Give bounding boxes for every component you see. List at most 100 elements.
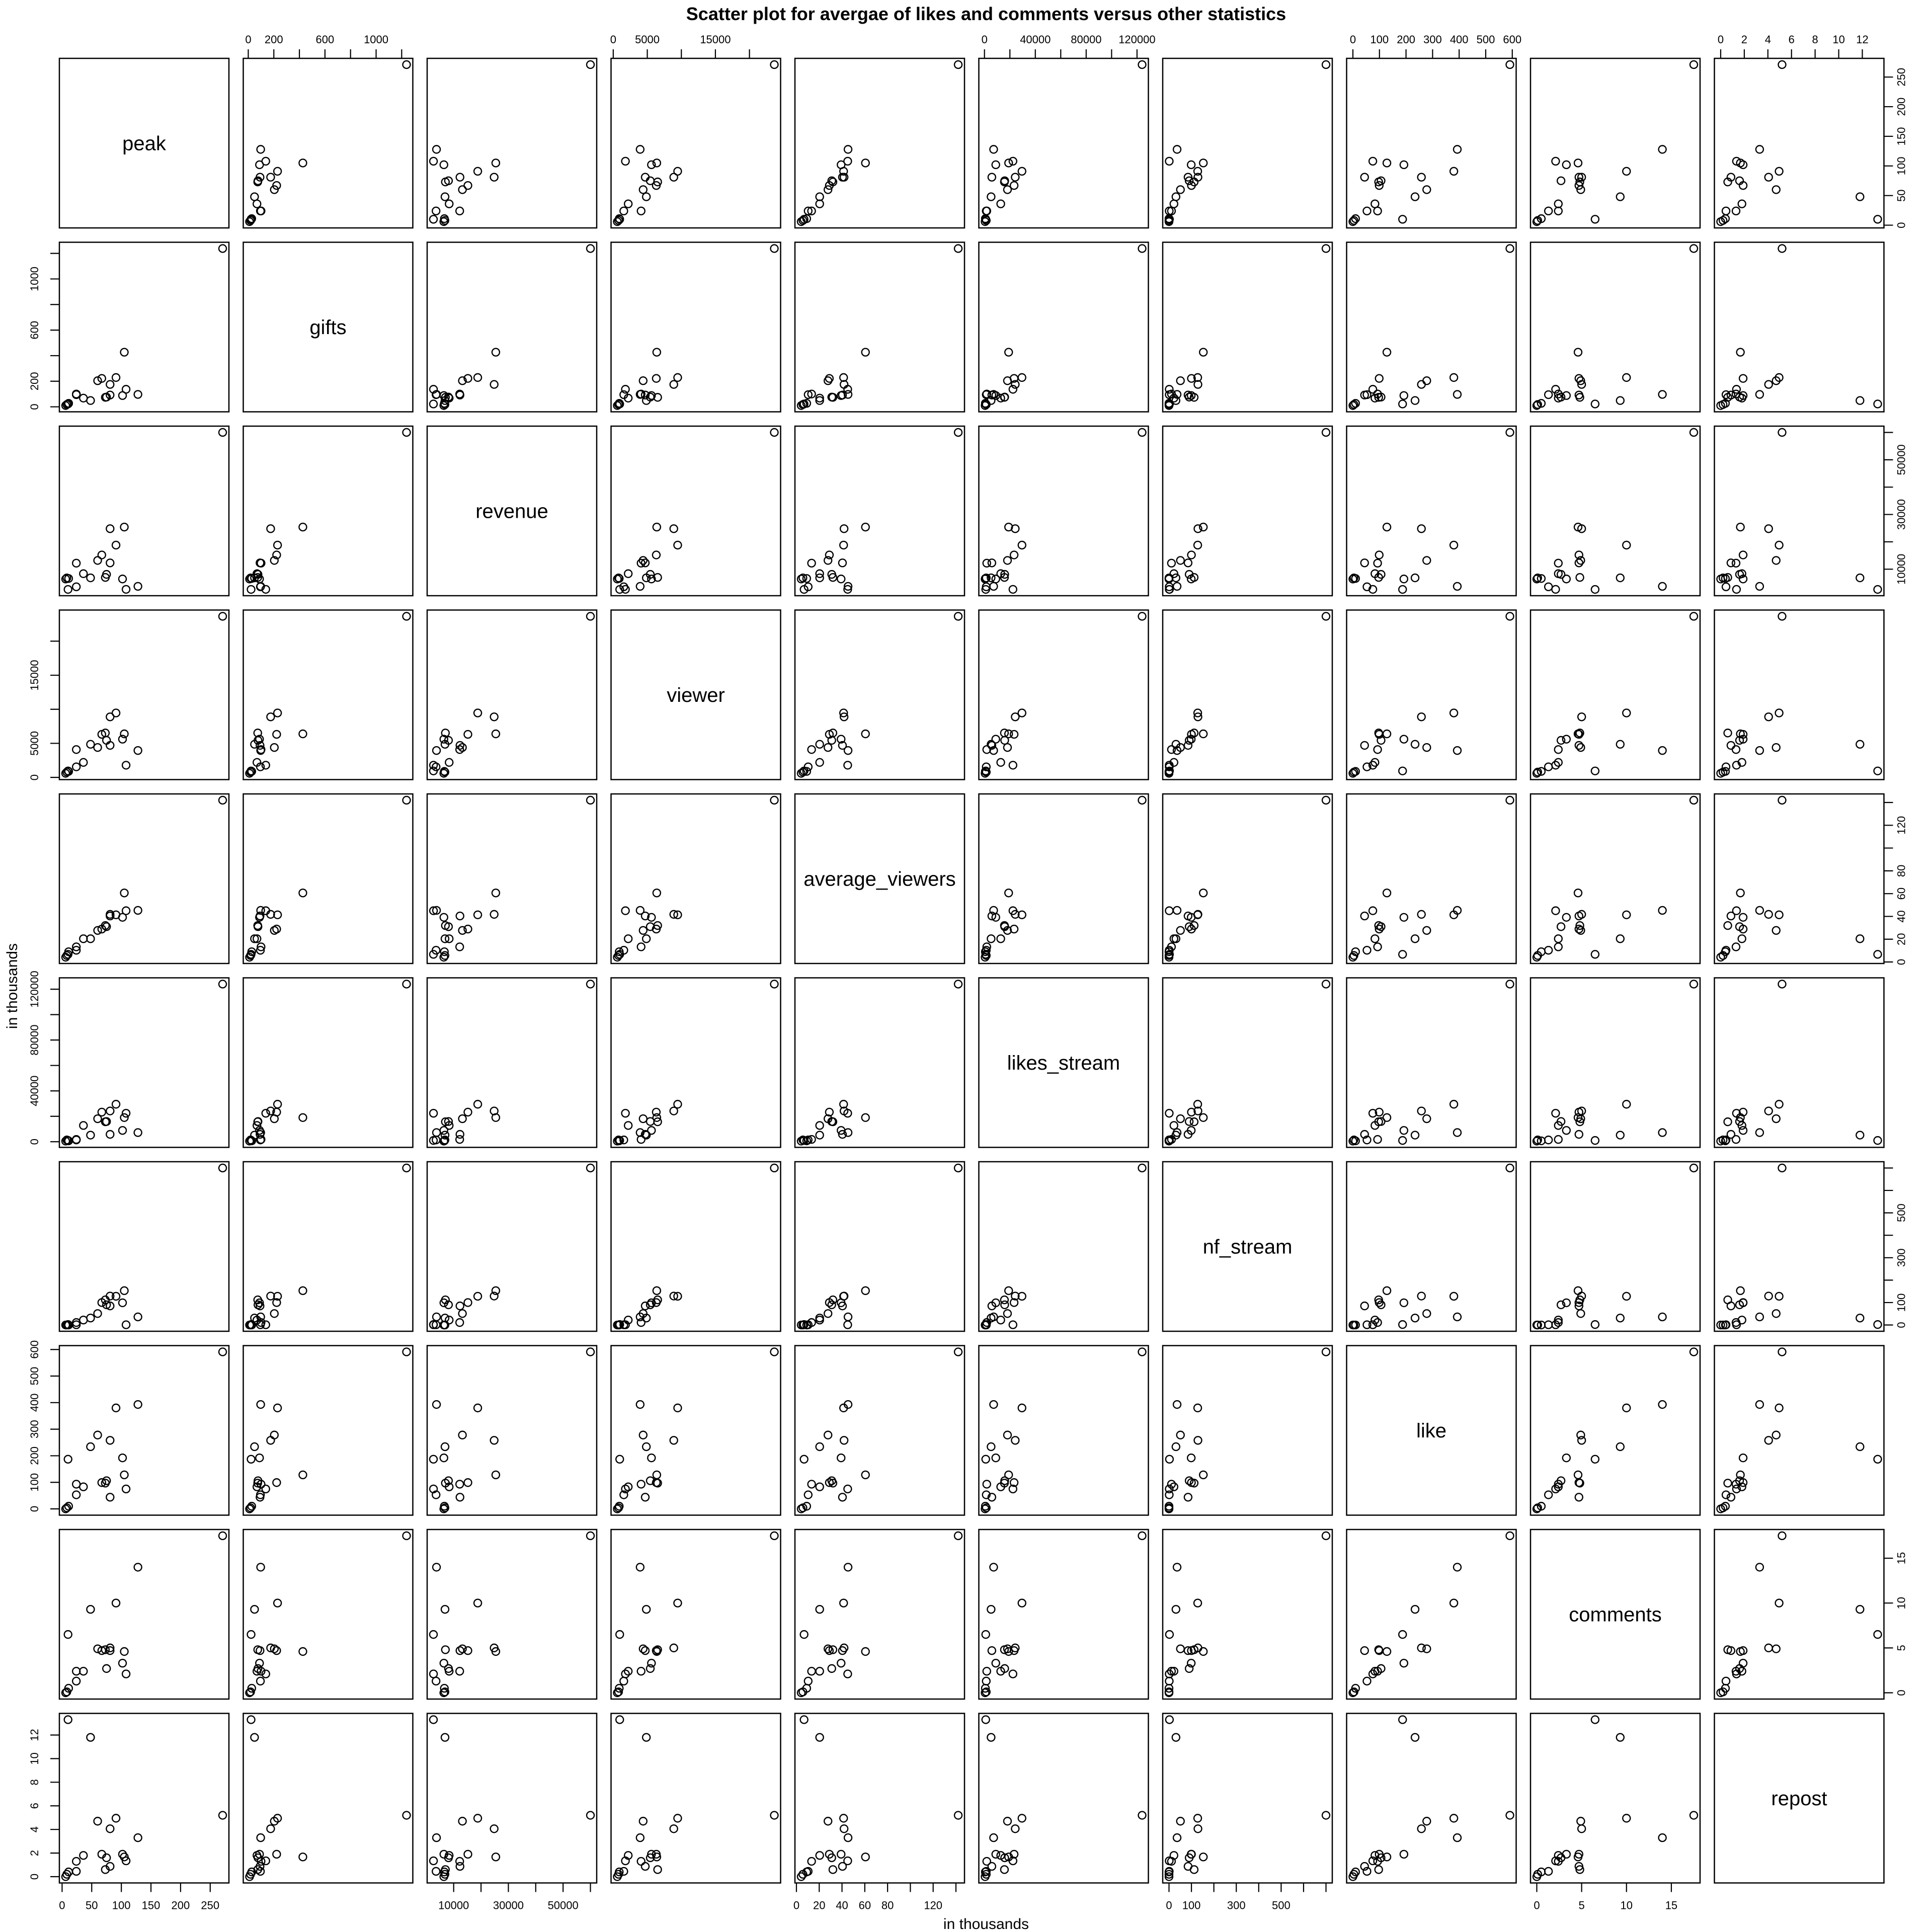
- data-point: [989, 1833, 998, 1842]
- panel-frame: [1346, 977, 1517, 1148]
- data-point: [250, 934, 259, 943]
- data-point: [1772, 1114, 1781, 1123]
- tick-label: 250: [201, 1899, 219, 1912]
- data-point: [996, 758, 1005, 767]
- data-point: [982, 762, 991, 771]
- tick-label: 100: [1182, 1899, 1201, 1912]
- data-point: [86, 1604, 95, 1614]
- data-point: [669, 1292, 678, 1301]
- data-point: [982, 558, 991, 568]
- data-point: [1004, 889, 1013, 898]
- panel-nf_stream-vs-peak: [58, 1161, 230, 1332]
- tick-label: 120: [1895, 816, 1908, 835]
- top-axis-like: 0 100 200 300 400 500 600: [1350, 33, 1521, 58]
- data-point: [1775, 1598, 1784, 1607]
- data-point: [1453, 1833, 1462, 1842]
- panel-frame: [1530, 609, 1701, 780]
- data-point: [1172, 1400, 1182, 1409]
- data-point: [1187, 550, 1196, 559]
- data-point: [1008, 1484, 1018, 1494]
- data-point: [97, 1646, 107, 1655]
- panel-likes_stream-vs-peak: [58, 977, 230, 1148]
- data-point: [861, 522, 870, 532]
- data-point: [1453, 390, 1462, 399]
- panel-frame: [1530, 793, 1701, 964]
- data-point: [1189, 921, 1199, 930]
- data-point: [1183, 173, 1193, 182]
- data-point: [1622, 1814, 1631, 1823]
- data-point: [1723, 729, 1732, 738]
- tick-label: 2: [28, 1850, 41, 1856]
- data-point: [1537, 1502, 1546, 1511]
- data-point: [652, 1113, 662, 1122]
- bottom-axis-average_viewers: 0 20 40 60 80 120: [793, 1883, 957, 1912]
- data-point: [623, 393, 633, 403]
- data-point: [1360, 741, 1369, 750]
- data-point: [837, 1658, 846, 1668]
- data-point: [458, 926, 467, 935]
- data-point: [1186, 1126, 1196, 1135]
- data-point: [996, 199, 1005, 208]
- tick-label: 200: [172, 1899, 190, 1912]
- data-point: [641, 1733, 651, 1742]
- data-point: [799, 1715, 809, 1724]
- data-point: [647, 1849, 656, 1859]
- tick-label: 5000: [635, 33, 660, 46]
- data-point: [1399, 1658, 1409, 1668]
- data-point: [1351, 574, 1360, 583]
- data-point: [1544, 1136, 1553, 1145]
- data-point: [1658, 582, 1667, 591]
- data-point: [1422, 1309, 1431, 1318]
- data-point: [621, 1856, 630, 1866]
- panel-likes_stream-vs-viewer: [610, 977, 781, 1148]
- panel-frame: [610, 977, 781, 1148]
- data-point: [1453, 145, 1462, 154]
- data-point: [1193, 712, 1202, 721]
- data-point: [1003, 1430, 1012, 1439]
- tick-label: 150: [142, 1899, 160, 1912]
- data-point: [261, 1320, 270, 1329]
- panel-nf_stream-vs-nf_stream: nf_stream: [1162, 1161, 1333, 1332]
- data-point: [62, 1870, 71, 1879]
- data-point: [64, 1683, 73, 1693]
- data-point: [635, 906, 645, 915]
- data-point: [1658, 1312, 1667, 1322]
- data-point: [120, 1647, 129, 1656]
- data-point: [802, 767, 812, 776]
- panel-frame: [794, 425, 965, 597]
- data-point: [1505, 244, 1514, 253]
- tick-label: 30000: [1895, 499, 1908, 530]
- data-point: [1017, 373, 1026, 382]
- panel-frame: [58, 242, 230, 413]
- panel-gifts-vs-gifts: gifts: [243, 242, 414, 413]
- panel-frame: [1530, 242, 1701, 413]
- panel-frame: [1714, 1345, 1885, 1516]
- data-point: [996, 934, 1005, 943]
- data-point: [250, 1733, 259, 1742]
- data-point: [1004, 729, 1013, 739]
- data-point: [807, 389, 816, 398]
- data-point: [1377, 736, 1386, 745]
- data-point: [1532, 1137, 1542, 1146]
- data-point: [255, 1849, 264, 1859]
- panel-frame: [610, 425, 781, 597]
- data-point: [1775, 910, 1784, 919]
- panel-frame: [1162, 57, 1333, 229]
- data-point: [102, 1664, 111, 1673]
- data-point: [1573, 1286, 1583, 1296]
- data-point: [1721, 1136, 1731, 1145]
- data-point: [839, 1824, 849, 1833]
- data-point: [646, 392, 655, 401]
- data-point: [71, 762, 81, 771]
- bottom-axis-comments: 0 5 10 15: [1534, 1883, 1677, 1912]
- data-point: [803, 1136, 813, 1145]
- data-point: [1011, 1292, 1020, 1301]
- data-point: [640, 1862, 650, 1871]
- data-point: [837, 735, 846, 744]
- data-point: [120, 1470, 129, 1480]
- data-point: [440, 1442, 450, 1452]
- diagonal-label: peak: [122, 133, 167, 155]
- data-point: [1873, 766, 1882, 775]
- data-point: [402, 1531, 411, 1541]
